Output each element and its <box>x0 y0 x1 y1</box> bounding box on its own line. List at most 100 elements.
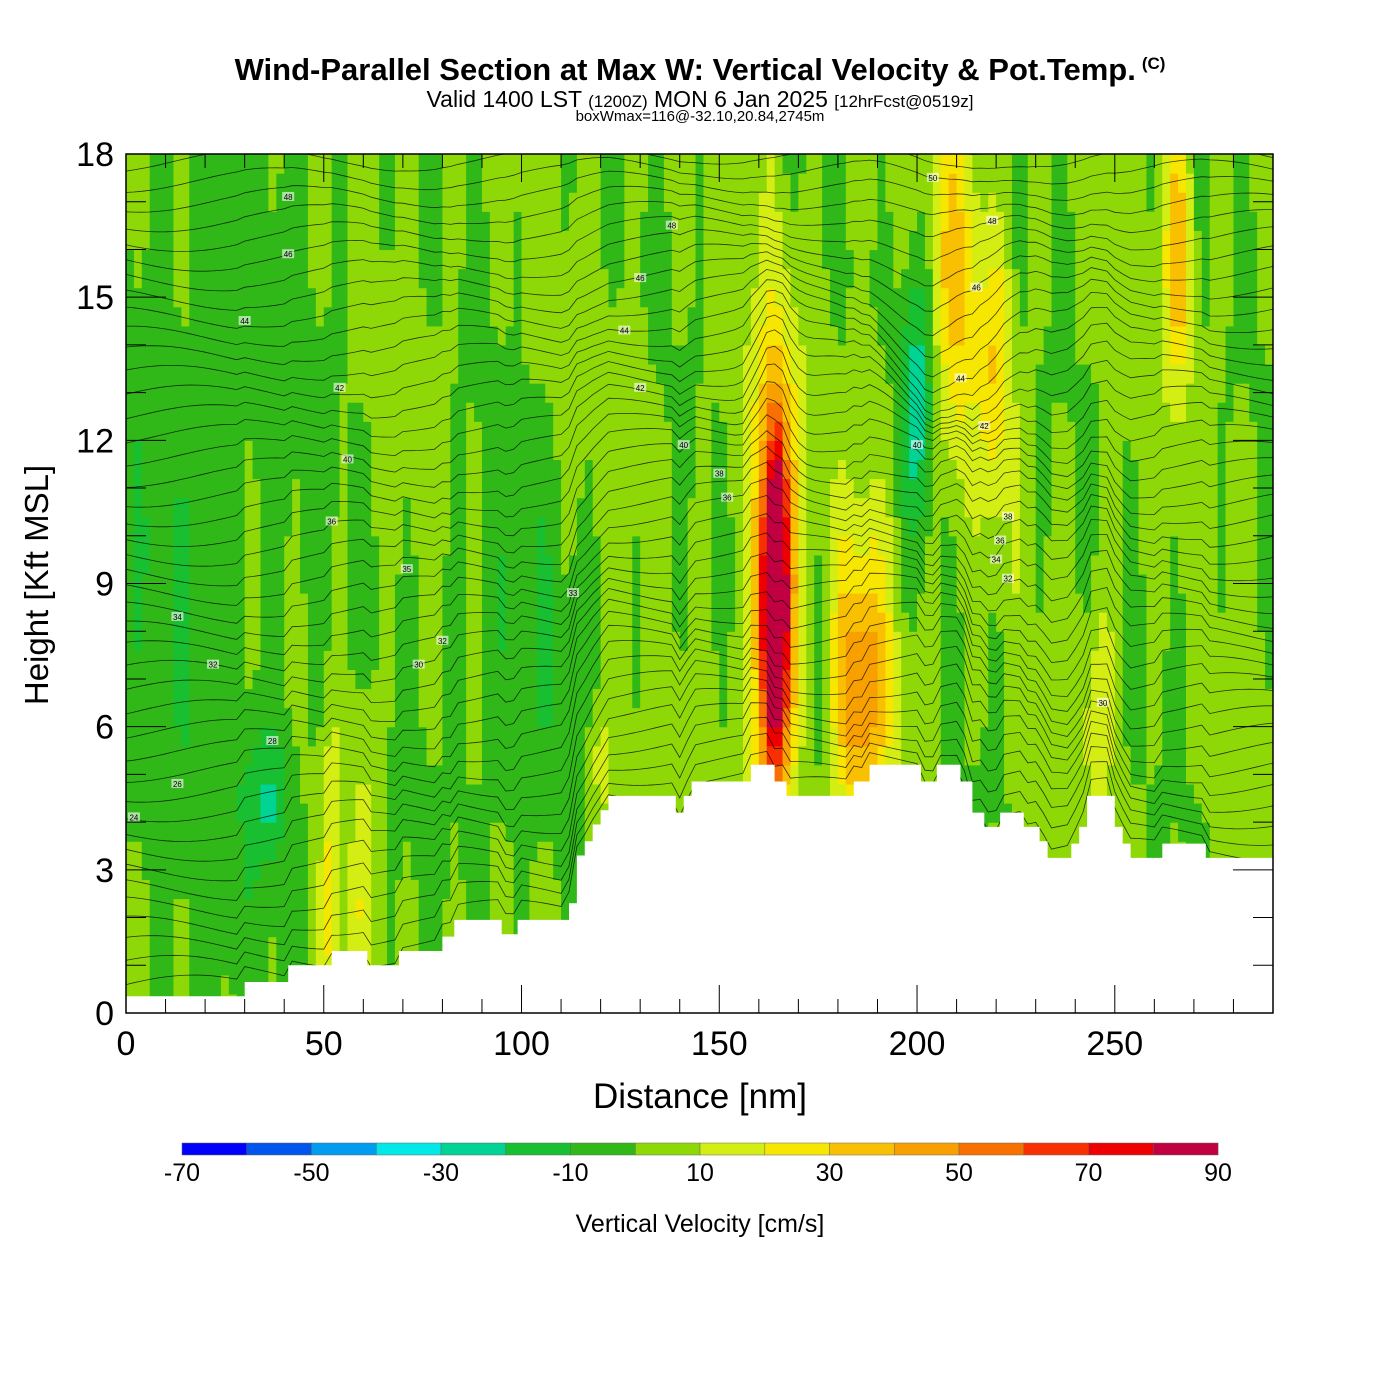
velocity-cell <box>727 593 736 613</box>
velocity-cell <box>481 879 491 900</box>
velocity-cell <box>323 535 333 556</box>
velocity-cell <box>901 650 910 670</box>
velocity-cell <box>220 860 230 880</box>
velocity-cell <box>545 497 554 518</box>
velocity-cell <box>1241 783 1250 804</box>
velocity-cell <box>426 936 436 957</box>
velocity-cell <box>877 402 886 422</box>
velocity-cell <box>133 898 143 919</box>
velocity-cell <box>608 497 618 518</box>
velocity-cell <box>505 535 515 556</box>
velocity-cell <box>300 631 309 651</box>
velocity-cell <box>1170 783 1179 804</box>
velocity-cell <box>687 459 697 480</box>
velocity-cell <box>1154 440 1163 461</box>
velocity-cell <box>885 726 894 747</box>
velocity-cell <box>133 554 143 575</box>
velocity-cell <box>260 459 269 480</box>
velocity-cell <box>1027 650 1037 670</box>
velocity-cell <box>410 688 420 709</box>
velocity-cell <box>1201 516 1211 537</box>
velocity-cell <box>1067 402 1076 422</box>
velocity-cell <box>323 803 333 823</box>
velocity-cell <box>576 783 586 804</box>
velocity-cell <box>252 745 262 766</box>
velocity-cell <box>133 707 143 728</box>
velocity-cell <box>766 650 776 670</box>
velocity-cell <box>877 363 886 384</box>
velocity-cell <box>300 535 309 556</box>
velocity-cell <box>830 440 839 461</box>
velocity-cell <box>561 612 570 632</box>
velocity-cell <box>434 535 444 556</box>
velocity-cell <box>387 459 396 480</box>
velocity-cell <box>394 841 404 861</box>
velocity-cell <box>703 459 712 480</box>
velocity-cell <box>988 688 997 709</box>
velocity-cell <box>1067 497 1076 518</box>
velocity-cell <box>711 726 720 747</box>
velocity-cell <box>1233 478 1242 499</box>
velocity-cell <box>1004 383 1013 403</box>
velocity-cell <box>1241 688 1250 709</box>
velocity-cell <box>735 612 744 632</box>
velocity-cell <box>1170 459 1179 480</box>
velocity-cell <box>972 383 981 403</box>
velocity-cell <box>735 383 744 403</box>
velocity-cell <box>1154 650 1163 670</box>
velocity-cell <box>743 593 752 613</box>
velocity-cell <box>1059 841 1068 861</box>
velocity-cell <box>292 363 301 384</box>
velocity-cell <box>292 612 301 632</box>
velocity-cell <box>331 783 341 804</box>
velocity-cell <box>529 841 538 861</box>
velocity-cell <box>371 363 380 384</box>
velocity-cell <box>126 497 135 518</box>
velocity-cell <box>1027 421 1037 441</box>
velocity-cell <box>1043 650 1053 670</box>
velocity-cell <box>173 879 182 900</box>
velocity-cell <box>1265 707 1273 728</box>
velocity-cell <box>885 383 894 403</box>
velocity-cell <box>687 593 697 613</box>
velocity-cell <box>648 478 657 499</box>
velocity-cell <box>1185 497 1195 518</box>
velocity-cell <box>126 783 135 804</box>
velocity-cell <box>750 669 760 690</box>
velocity-cell <box>703 650 712 670</box>
velocity-cell <box>213 440 222 461</box>
velocity-cell <box>917 516 926 537</box>
velocity-cell <box>964 440 974 461</box>
velocity-cell <box>901 554 910 575</box>
velocity-cell <box>347 497 356 518</box>
velocity-cell <box>576 726 586 747</box>
velocity-cell <box>1209 650 1219 670</box>
velocity-cell <box>822 669 831 690</box>
velocity-cell <box>576 535 586 556</box>
velocity-cell <box>347 783 356 804</box>
velocity-cell <box>845 459 855 480</box>
velocity-cell <box>244 688 254 709</box>
velocity-cell <box>1162 764 1171 785</box>
velocity-cell <box>663 535 673 556</box>
velocity-cell <box>244 631 254 651</box>
velocity-cell <box>181 955 190 976</box>
velocity-cell <box>1027 688 1037 709</box>
velocity-cell <box>790 478 799 499</box>
velocity-cell <box>600 573 610 594</box>
velocity-cell <box>687 440 697 461</box>
velocity-cell <box>695 726 705 747</box>
velocity-cell <box>284 707 293 728</box>
velocity-cell <box>497 650 507 670</box>
velocity-cell <box>529 440 538 461</box>
velocity-cell <box>972 478 981 499</box>
velocity-cell <box>750 707 760 728</box>
velocity-cell <box>568 554 578 575</box>
velocity-cell <box>814 554 823 575</box>
velocity-cell <box>276 516 285 537</box>
velocity-cell <box>497 573 507 594</box>
velocity-cell <box>252 421 262 441</box>
velocity-cell <box>822 573 831 594</box>
velocity-cell <box>1106 650 1116 670</box>
velocity-cell <box>893 669 902 690</box>
